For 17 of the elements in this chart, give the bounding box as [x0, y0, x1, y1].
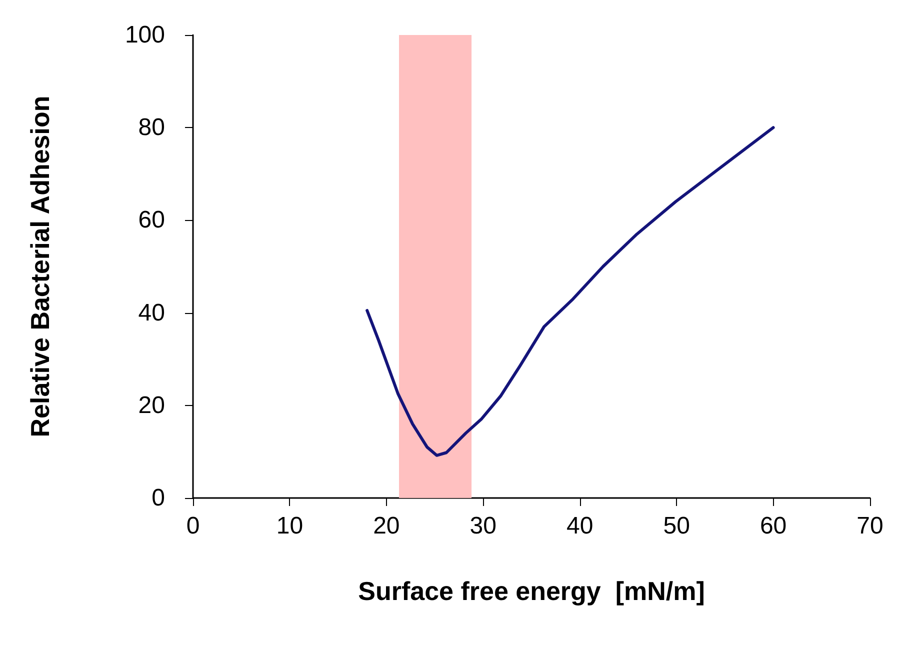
x-tick-label: 0	[186, 512, 200, 540]
x-tick-label: 10	[276, 512, 304, 540]
x-tick-label: 20	[373, 512, 400, 540]
y-tick-label: 100	[124, 22, 165, 48]
line-series	[366, 126, 775, 457]
x-tick-label: 60	[760, 512, 787, 540]
x-tick-label: 30	[470, 512, 496, 540]
y-tick-label: 0	[152, 484, 165, 512]
x-tick-label: 40	[566, 512, 594, 540]
y-axis-title: Relative Bacterial Adhesion	[25, 96, 55, 438]
y-tick-label: 60	[138, 206, 165, 234]
y-tick-label: 40	[138, 299, 165, 326]
x-tick-label: 70	[856, 512, 884, 540]
x-tick-label: 50	[663, 512, 690, 540]
x-axis-title: Surface free energy [mN/m]	[358, 576, 705, 606]
y-tick-label: 80	[138, 114, 165, 142]
y-tick-label: 20	[138, 392, 165, 419]
